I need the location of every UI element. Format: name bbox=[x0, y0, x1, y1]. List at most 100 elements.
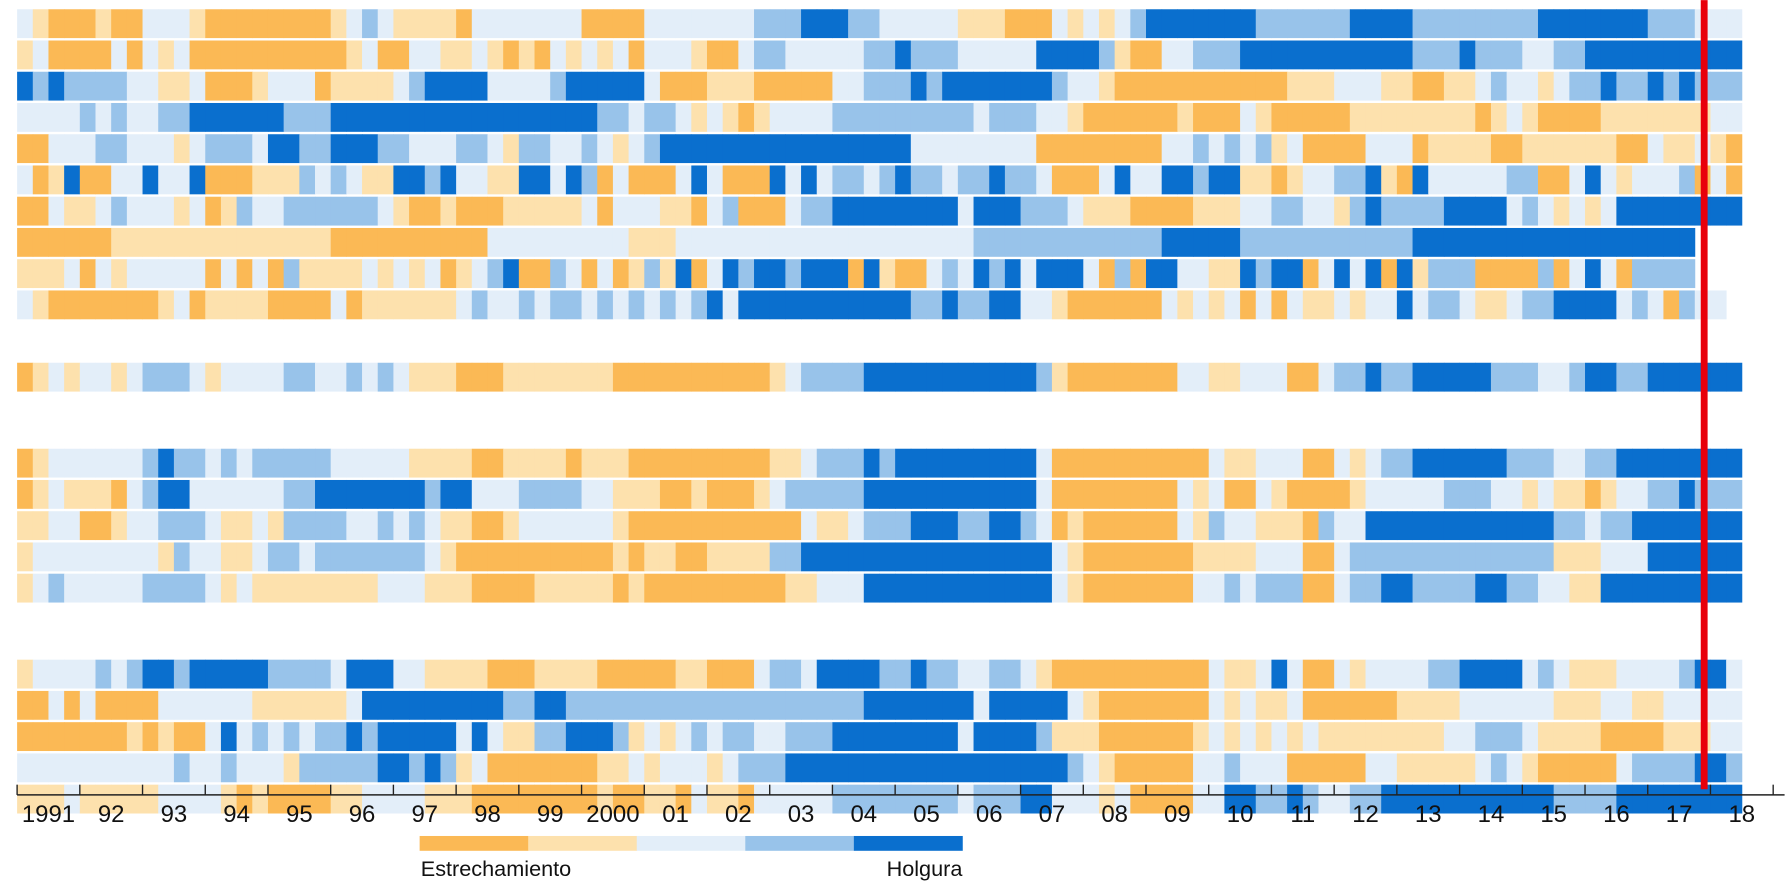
heatmap-cell bbox=[1726, 71, 1743, 101]
heatmap-cell bbox=[158, 40, 175, 70]
heatmap-cell bbox=[142, 227, 159, 257]
heatmap-cell bbox=[832, 690, 849, 720]
heatmap-cell bbox=[534, 722, 551, 752]
heatmap-cell bbox=[691, 722, 708, 752]
heatmap-cell bbox=[1083, 196, 1100, 226]
heatmap-cell bbox=[456, 227, 473, 257]
heatmap-cell bbox=[738, 9, 755, 39]
heatmap-cell bbox=[1663, 290, 1680, 320]
heatmap-cell bbox=[487, 102, 504, 132]
heatmap-cell bbox=[1177, 448, 1194, 478]
heatmap-cell bbox=[48, 448, 65, 478]
heatmap-cell bbox=[863, 362, 880, 392]
heatmap-cell bbox=[1412, 722, 1429, 752]
heatmap-cell bbox=[597, 784, 614, 814]
heatmap-cell bbox=[487, 511, 504, 541]
heatmap-cell bbox=[848, 227, 865, 257]
heatmap-cell bbox=[283, 9, 300, 39]
heatmap-cell bbox=[1271, 71, 1288, 101]
heatmap-cell bbox=[1647, 690, 1664, 720]
heatmap-cell bbox=[785, 102, 802, 132]
heatmap-cell bbox=[267, 196, 285, 226]
x-tick-label: 14 bbox=[1478, 801, 1505, 828]
heatmap-cell bbox=[1726, 448, 1743, 478]
heatmap-cell bbox=[848, 722, 865, 752]
heatmap-cell bbox=[1208, 784, 1225, 814]
heatmap-cell bbox=[957, 362, 974, 392]
heatmap-cell bbox=[1663, 102, 1680, 132]
heatmap-cell bbox=[1051, 573, 1069, 603]
heatmap-cell bbox=[142, 659, 159, 689]
heatmap-cell bbox=[785, 542, 802, 572]
heatmap-cell bbox=[487, 290, 504, 320]
heatmap-cell bbox=[565, 479, 583, 509]
heatmap-cell bbox=[1177, 71, 1194, 101]
heatmap-cell bbox=[926, 659, 943, 689]
heatmap-cell bbox=[675, 9, 692, 39]
heatmap-cell bbox=[503, 659, 520, 689]
heatmap-cell bbox=[1224, 102, 1241, 132]
heatmap-cell bbox=[1193, 479, 1210, 509]
heatmap-cell bbox=[628, 753, 645, 783]
heatmap-cell bbox=[17, 102, 34, 132]
heatmap-cell bbox=[1475, 165, 1492, 195]
heatmap-cell bbox=[942, 511, 959, 541]
heatmap-cell bbox=[628, 542, 645, 572]
heatmap-cell bbox=[942, 448, 959, 478]
heatmap-cell bbox=[330, 362, 347, 392]
heatmap-cell bbox=[205, 227, 222, 257]
heatmap-cell bbox=[597, 753, 614, 783]
heatmap-cell bbox=[895, 690, 912, 720]
heatmap-cell bbox=[471, 511, 488, 541]
heatmap-cell bbox=[1475, 362, 1492, 392]
heatmap-cell bbox=[377, 259, 394, 289]
heatmap-cell bbox=[346, 362, 363, 392]
heatmap-cell bbox=[1632, 722, 1649, 752]
heatmap-cell bbox=[1255, 40, 1272, 70]
heatmap-cell bbox=[158, 573, 175, 603]
heatmap-cell bbox=[989, 71, 1006, 101]
heatmap-cell bbox=[942, 227, 959, 257]
heatmap-cell bbox=[1051, 71, 1069, 101]
heatmap-cell bbox=[1004, 134, 1022, 164]
heatmap-cell bbox=[79, 479, 96, 509]
heatmap-cell bbox=[1616, 40, 1633, 70]
heatmap-cell bbox=[879, 196, 896, 226]
heatmap-cell bbox=[330, 753, 347, 783]
x-tick-label: 10 bbox=[1227, 801, 1254, 828]
heatmap-cell bbox=[1177, 362, 1194, 392]
heatmap-cell bbox=[910, 448, 927, 478]
heatmap-cell bbox=[111, 102, 128, 132]
heatmap-cell bbox=[801, 784, 818, 814]
heatmap-cell bbox=[1616, 290, 1633, 320]
heatmap-cell bbox=[409, 165, 426, 195]
heatmap-cell bbox=[205, 9, 222, 39]
heatmap-cell bbox=[236, 227, 253, 257]
heatmap-cell bbox=[48, 9, 65, 39]
heatmap-cell bbox=[456, 165, 473, 195]
heatmap-cell bbox=[1318, 165, 1335, 195]
x-tick-label: 92 bbox=[98, 801, 125, 828]
heatmap-cell bbox=[440, 290, 457, 320]
heatmap-cell bbox=[1428, 542, 1445, 572]
heatmap-cell bbox=[315, 362, 332, 392]
heatmap-cell bbox=[691, 448, 708, 478]
heatmap-cell bbox=[1522, 9, 1539, 39]
heatmap-cell bbox=[126, 511, 143, 541]
heatmap-cell bbox=[64, 542, 81, 572]
heatmap-cell bbox=[1600, 227, 1617, 257]
heatmap-cell bbox=[706, 722, 724, 752]
heatmap-cell bbox=[832, 227, 849, 257]
heatmap-cell bbox=[1271, 479, 1288, 509]
heatmap-cell bbox=[848, 690, 865, 720]
heatmap-cell bbox=[675, 784, 692, 814]
heatmap-cell bbox=[17, 511, 34, 541]
heatmap-cell bbox=[895, 753, 912, 783]
heatmap-cell bbox=[95, 722, 112, 752]
heatmap-cell bbox=[1490, 9, 1508, 39]
heatmap-cell bbox=[283, 753, 300, 783]
heatmap-cell bbox=[1302, 511, 1319, 541]
heatmap-cell bbox=[1647, 165, 1664, 195]
heatmap-cell bbox=[32, 165, 49, 195]
heatmap-cell bbox=[173, 165, 191, 195]
